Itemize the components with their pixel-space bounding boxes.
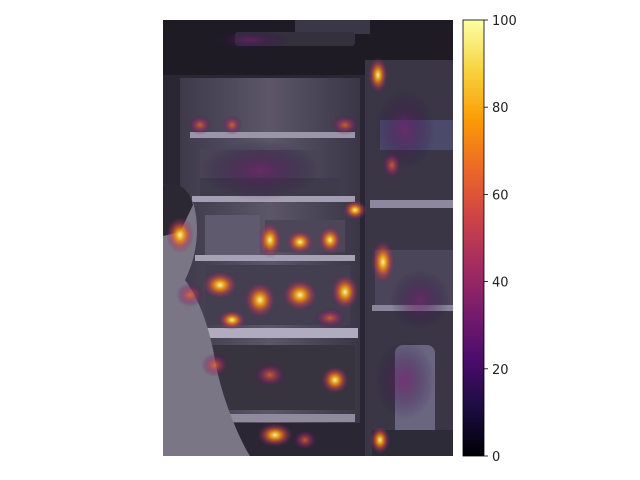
heatmap-image (163, 20, 453, 456)
colorbar-tick-label: 0 (492, 450, 500, 465)
colorbar-ticks (484, 19, 488, 457)
saliency-overlay (166, 30, 450, 454)
colorbar-tick-label: 100 (492, 14, 517, 29)
colorbar-tick-label: 20 (492, 363, 509, 378)
colorbar: 0 20 40 60 80 100 (462, 14, 517, 465)
colorbar-tick-label: 60 (492, 188, 509, 203)
colorbar-tick-label: 40 (492, 276, 509, 291)
colorbar-tick-label: 80 (492, 101, 509, 116)
colorbar-gradient (462, 19, 485, 457)
